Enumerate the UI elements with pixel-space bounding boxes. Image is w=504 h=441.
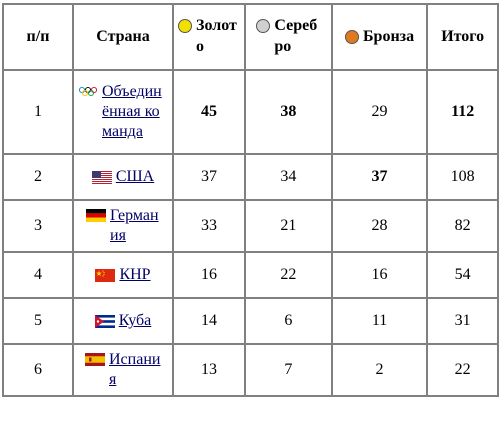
bronze-medal-icon	[344, 29, 359, 44]
cell-gold: 16	[173, 252, 245, 298]
cell-bronze: 28	[331, 200, 428, 252]
table-row: 2	[3, 154, 498, 200]
cell-silver: 7	[245, 344, 332, 396]
header-num: п/п	[3, 4, 73, 70]
cell-gold: 37	[173, 154, 245, 200]
cell-bronze: 29	[331, 70, 428, 154]
cell-num: 2	[3, 154, 73, 200]
cell-silver: 22	[245, 252, 332, 298]
header-total: Итого	[427, 4, 498, 70]
cell-num: 1	[3, 70, 73, 154]
country-link[interactable]: Германия	[110, 207, 159, 244]
silver-medal-icon	[256, 19, 271, 34]
table-row: 3 Германия 33 21 28 82	[3, 200, 498, 252]
cell-country: США	[73, 154, 173, 200]
cell-silver: 21	[245, 200, 332, 252]
cell-gold: 14	[173, 298, 245, 344]
olympic-rings-icon	[78, 85, 98, 98]
cell-num: 3	[3, 200, 73, 252]
cell-bronze: 2	[331, 344, 428, 396]
cell-silver: 34	[245, 154, 332, 200]
cell-total: 82	[427, 200, 498, 252]
cell-total: 108	[427, 154, 498, 200]
cell-bronze: 37	[331, 154, 428, 200]
cell-country: КНР	[73, 252, 173, 298]
cell-bronze: 11	[331, 298, 428, 344]
header-silver-label: Серебро	[274, 17, 318, 55]
header-bronze-label: Бронза	[362, 27, 415, 45]
cell-total: 31	[427, 298, 498, 344]
table-row: 6 Испания 13 7 2 22	[3, 344, 498, 396]
table-row: 4 КНР 16	[3, 252, 498, 298]
country-link[interactable]: Испания	[109, 351, 161, 388]
usa-flag-icon	[91, 170, 112, 184]
china-flag-icon	[95, 268, 116, 282]
country-link[interactable]: КНР	[119, 266, 151, 283]
country-link[interactable]: США	[115, 168, 155, 185]
cell-country: Испания	[73, 344, 173, 396]
cell-country: Куба	[73, 298, 173, 344]
cuba-flag-icon	[94, 314, 115, 328]
cell-country: Германия	[73, 200, 173, 252]
cell-num: 5	[3, 298, 73, 344]
spain-flag-icon	[85, 353, 105, 366]
cell-bronze: 16	[331, 252, 428, 298]
country-link[interactable]: Объединённая команда	[102, 83, 162, 140]
table-row: 1 Объединённая команда 45	[3, 70, 498, 154]
header-bronze: Бронза	[331, 4, 428, 70]
cell-total: 22	[427, 344, 498, 396]
cell-gold: 13	[173, 344, 245, 396]
header-gold-label: Золото	[196, 17, 237, 55]
medal-table: п/п Страна Золото Серебро Бронза	[2, 3, 499, 397]
gold-medal-icon	[178, 19, 192, 34]
cell-silver: 38	[245, 70, 332, 154]
cell-country: Объединённая команда	[73, 70, 173, 154]
cell-num: 6	[3, 344, 73, 396]
header-silver: Серебро	[245, 4, 332, 70]
cell-total: 54	[427, 252, 498, 298]
table-row: 5 Куба 14	[3, 298, 498, 344]
cell-gold: 33	[173, 200, 245, 252]
cell-gold: 45	[173, 70, 245, 154]
header-country: Страна	[73, 4, 173, 70]
cell-silver: 6	[245, 298, 332, 344]
germany-flag-icon	[86, 209, 106, 222]
header-row: п/п Страна Золото Серебро Бронза	[3, 4, 498, 70]
cell-total: 112	[427, 70, 498, 154]
country-link[interactable]: Куба	[118, 312, 152, 329]
cell-num: 4	[3, 252, 73, 298]
header-gold: Золото	[173, 4, 245, 70]
